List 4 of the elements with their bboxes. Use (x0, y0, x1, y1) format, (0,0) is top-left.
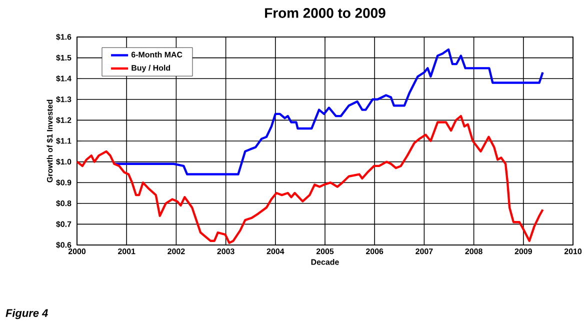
line-series (77, 114, 544, 244)
caption: Figure 4 (6, 308, 48, 320)
chart-title: From 2000 to 2009 (265, 8, 386, 18)
line-series (113, 48, 544, 176)
